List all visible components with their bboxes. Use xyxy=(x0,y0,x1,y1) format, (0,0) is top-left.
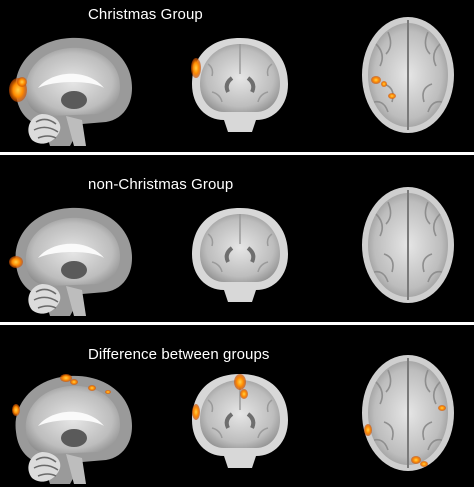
panel-title: Christmas Group xyxy=(88,6,203,23)
panel-divider xyxy=(0,322,474,325)
coronal-brain-image xyxy=(191,38,288,132)
sagittal-brain-image xyxy=(9,207,132,316)
axial-brain-image xyxy=(362,17,454,133)
activation-cluster xyxy=(371,76,396,99)
panel-christmas-group: Christmas Group xyxy=(0,0,474,152)
panel-title: Difference between groups xyxy=(88,346,270,363)
coronal-brain-image xyxy=(192,208,288,302)
panel-title: non-Christmas Group xyxy=(88,176,234,193)
activation-cluster xyxy=(364,405,446,467)
axial-brain-image xyxy=(362,355,454,471)
panel-divider xyxy=(0,152,474,155)
sagittal-brain-image xyxy=(9,37,132,146)
axial-brain-image xyxy=(362,187,454,303)
panel-difference-between-groups: Difference between groups xyxy=(0,340,474,487)
activation-cluster xyxy=(9,256,23,268)
sagittal-brain-image xyxy=(12,374,132,484)
panel-non-christmas-group: non-Christmas Group xyxy=(0,170,474,320)
activation-cluster xyxy=(9,77,27,102)
activation-cluster xyxy=(192,374,248,420)
activation-cluster xyxy=(12,374,111,416)
coronal-brain-image xyxy=(192,374,288,468)
activation-cluster xyxy=(191,58,201,78)
